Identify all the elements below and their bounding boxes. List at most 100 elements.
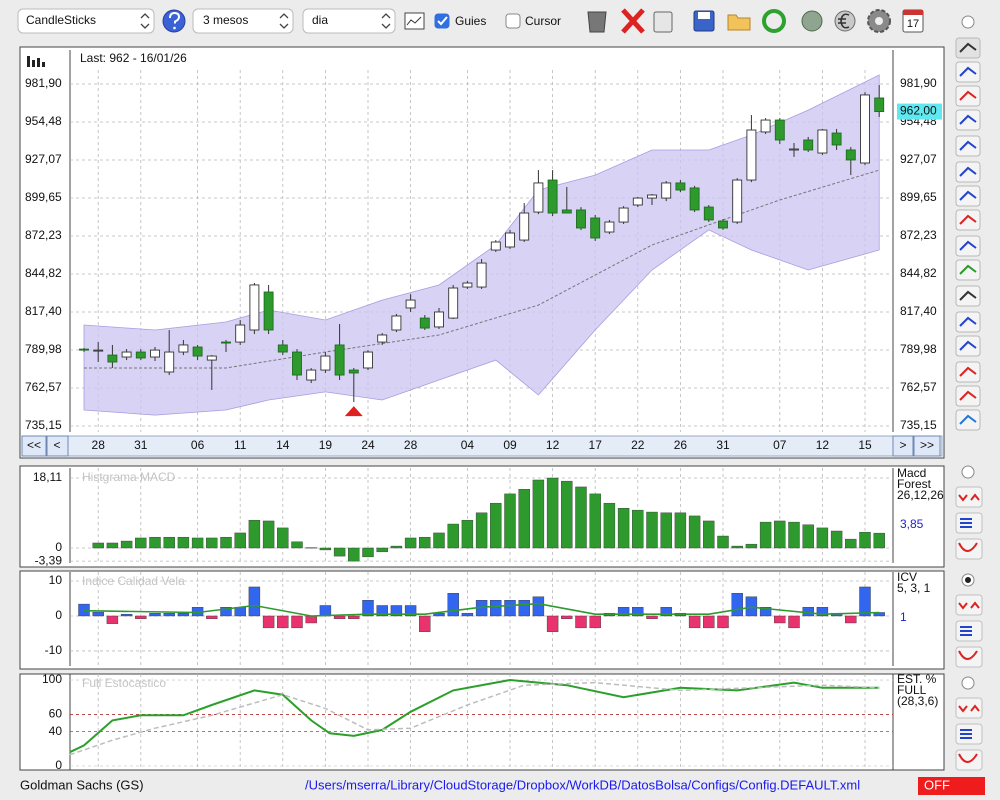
tool-button[interactable] bbox=[955, 385, 981, 407]
y-tick-label: 18,11 bbox=[33, 470, 62, 484]
bar bbox=[688, 515, 701, 549]
tool-icon bbox=[959, 214, 977, 225]
cursor-checkbox[interactable] bbox=[505, 13, 521, 29]
tool-button[interactable] bbox=[955, 61, 981, 83]
guides-checkbox[interactable] bbox=[434, 13, 450, 29]
candle-body bbox=[533, 182, 544, 213]
bar bbox=[802, 524, 814, 549]
bar bbox=[404, 605, 417, 617]
tool-icon bbox=[959, 340, 977, 351]
bar bbox=[177, 536, 190, 549]
tool-button[interactable] bbox=[955, 109, 981, 131]
bar bbox=[461, 519, 474, 549]
icon-bar bbox=[32, 60, 35, 67]
interval-value[interactable]: dia bbox=[312, 13, 328, 27]
candle-body bbox=[831, 132, 842, 146]
panel-tool-button[interactable] bbox=[955, 697, 983, 719]
bar bbox=[859, 586, 871, 617]
tool-button[interactable] bbox=[955, 335, 981, 357]
tool-button[interactable] bbox=[955, 85, 981, 107]
nav-next[interactable]: > bbox=[899, 438, 906, 452]
candle-body bbox=[519, 212, 530, 241]
nav-first[interactable]: << bbox=[27, 438, 41, 452]
chart-type-select[interactable] bbox=[17, 8, 155, 34]
delete-button[interactable] bbox=[587, 11, 607, 33]
status-indicator[interactable] bbox=[918, 777, 985, 795]
candle-body bbox=[576, 209, 586, 229]
print-button[interactable] bbox=[653, 11, 673, 33]
panel-title: Indice Calidad Vela bbox=[82, 574, 185, 588]
x-tick-label: 26 bbox=[674, 438, 688, 452]
candle-body bbox=[206, 355, 217, 361]
bar bbox=[447, 593, 459, 617]
config-path[interactable]: /Users/mserra/Library/CloudStorage/Dropb… bbox=[305, 777, 860, 792]
panel-tool-button[interactable] bbox=[955, 646, 983, 668]
period-select[interactable] bbox=[192, 8, 294, 34]
y-tick-label: 735,15 bbox=[25, 418, 62, 432]
chart-window-button[interactable] bbox=[404, 12, 425, 30]
nav-next-button[interactable] bbox=[892, 435, 914, 457]
tool-button[interactable] bbox=[955, 185, 981, 207]
candle-body bbox=[590, 217, 601, 239]
x-tick-label: 24 bbox=[361, 438, 375, 452]
x-tick-label: 28 bbox=[92, 438, 106, 452]
guides-label[interactable]: Guies bbox=[455, 14, 486, 28]
tool-button[interactable] bbox=[955, 135, 981, 157]
bar bbox=[149, 536, 161, 549]
save-icon-label bbox=[698, 12, 710, 19]
signal-marker bbox=[344, 406, 363, 417]
tool-button[interactable] bbox=[955, 259, 981, 281]
check-mark bbox=[437, 16, 448, 26]
euro-button[interactable] bbox=[834, 10, 856, 32]
panel-tool-button[interactable] bbox=[955, 749, 983, 771]
chart-type-value[interactable]: CandleSticks bbox=[26, 13, 96, 27]
candle-body bbox=[718, 220, 728, 229]
panel-title: Full Estocastico bbox=[82, 676, 166, 690]
nav-last-button[interactable] bbox=[913, 435, 941, 457]
bar bbox=[532, 596, 545, 617]
tool-button[interactable] bbox=[955, 409, 981, 431]
bar bbox=[319, 547, 332, 551]
panel-tool-button[interactable] bbox=[955, 486, 983, 508]
panel-tool-button[interactable] bbox=[955, 594, 983, 616]
tool-button[interactable] bbox=[955, 161, 981, 183]
bar bbox=[816, 607, 829, 617]
panel-radio[interactable] bbox=[961, 15, 975, 29]
panel-tool-button[interactable] bbox=[955, 538, 983, 560]
open-button[interactable] bbox=[727, 14, 751, 31]
bar bbox=[646, 615, 658, 619]
x-tick-label: 12 bbox=[546, 438, 560, 452]
period-value[interactable]: 3 mesos bbox=[203, 13, 248, 27]
bar bbox=[845, 615, 857, 624]
nav-first-button[interactable] bbox=[21, 435, 47, 457]
nav-last[interactable]: >> bbox=[920, 438, 934, 452]
tool-button[interactable] bbox=[955, 209, 981, 231]
last-value-badge bbox=[897, 103, 942, 120]
clear-button[interactable] bbox=[621, 8, 645, 34]
tool-button[interactable] bbox=[955, 285, 981, 307]
cursor-label[interactable]: Cursor bbox=[525, 14, 561, 28]
panel-radio[interactable] bbox=[961, 465, 975, 479]
bar bbox=[490, 502, 502, 549]
icon-bar bbox=[42, 62, 45, 67]
currency-button[interactable] bbox=[801, 10, 823, 32]
bar bbox=[632, 607, 644, 617]
bar bbox=[759, 607, 772, 617]
bar bbox=[177, 612, 190, 617]
x-tick-label: 11 bbox=[234, 438, 247, 452]
panel-radio[interactable] bbox=[961, 676, 975, 690]
y-tick-label: 10 bbox=[49, 573, 63, 587]
nav-prev[interactable]: < bbox=[53, 438, 60, 452]
bar bbox=[362, 547, 374, 558]
tool-button[interactable] bbox=[955, 235, 981, 257]
bar bbox=[362, 600, 374, 617]
bollinger-band bbox=[83, 74, 880, 416]
panel-tool-icon bbox=[958, 753, 978, 763]
nav-prev-button[interactable] bbox=[46, 435, 69, 457]
x-tick-label: 04 bbox=[461, 438, 475, 452]
tool-button[interactable] bbox=[955, 361, 981, 383]
interval-select[interactable] bbox=[302, 8, 396, 34]
tool-button[interactable] bbox=[955, 311, 981, 333]
tool-button[interactable] bbox=[955, 37, 981, 59]
refresh-button[interactable] bbox=[762, 9, 786, 33]
